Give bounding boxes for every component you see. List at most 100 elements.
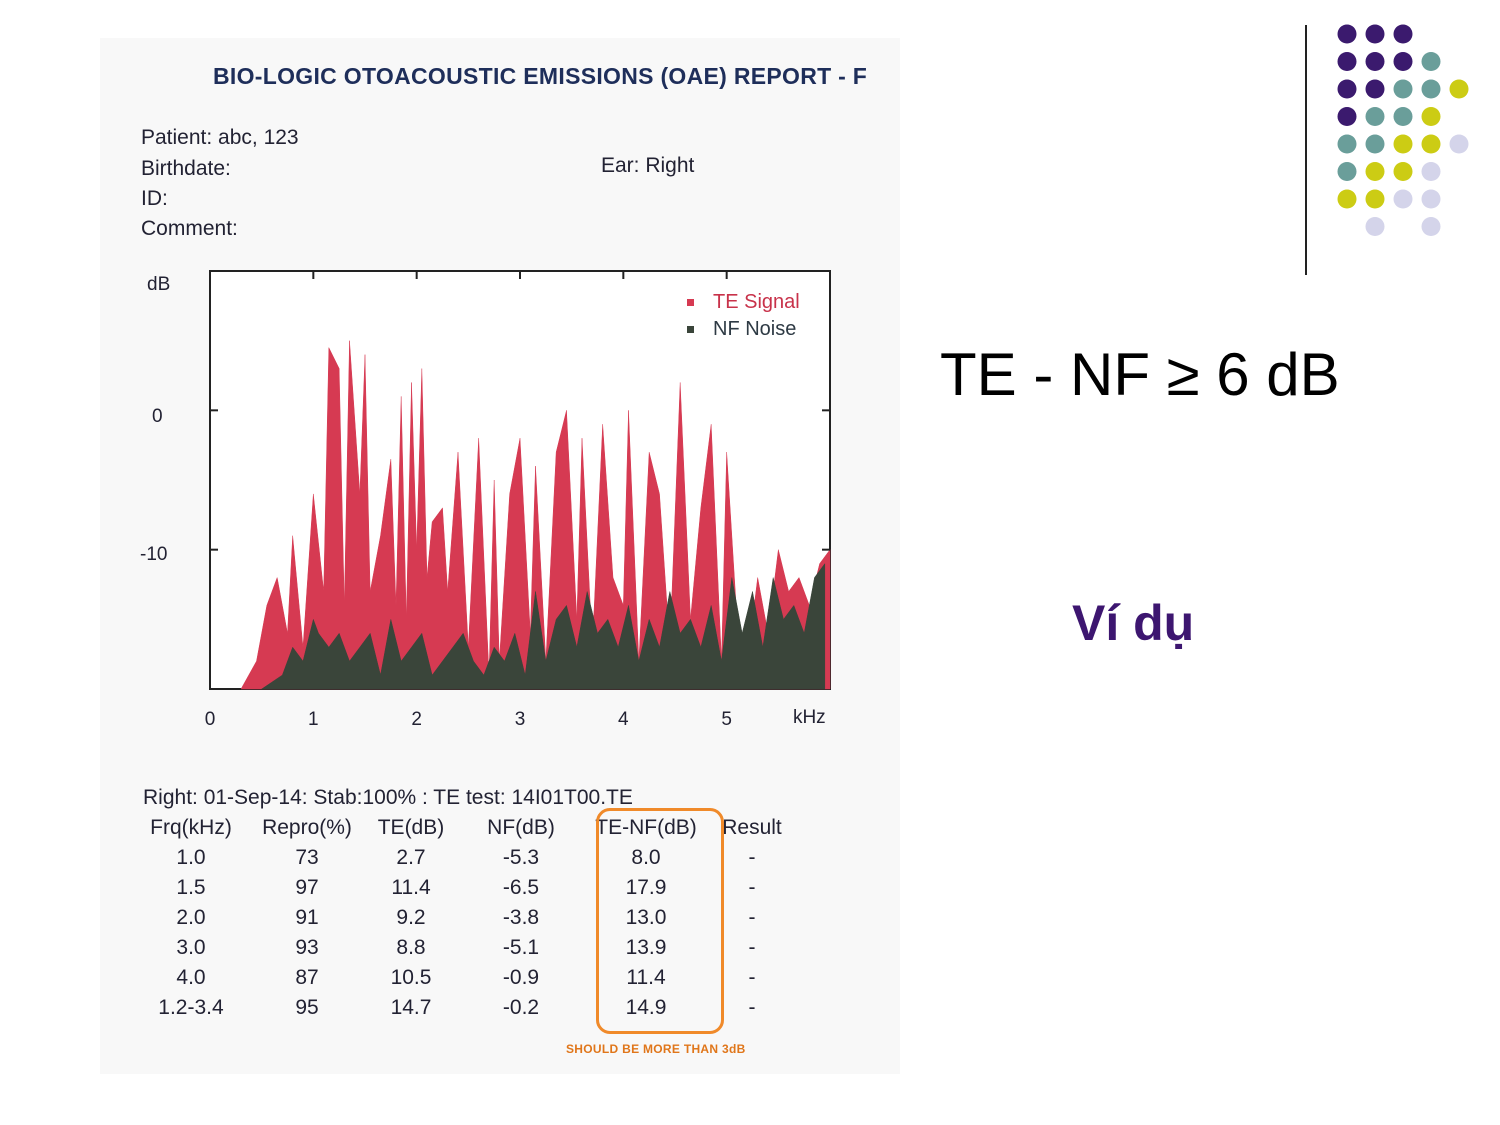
- grid-dot: [1393, 52, 1413, 71]
- grid-dot: [1393, 189, 1413, 209]
- x-axis-label: kHz: [793, 707, 826, 728]
- table-cell: 93: [295, 936, 319, 959]
- grid-dot: [1365, 52, 1385, 71]
- grid-dot: [1365, 162, 1385, 181]
- grid-dot: [1421, 162, 1441, 181]
- id-line: ID:: [141, 187, 168, 210]
- table-cell: 1.5: [176, 876, 206, 899]
- table-cell: 11.4: [626, 966, 666, 989]
- table-cell: 10.5: [390, 966, 432, 989]
- table-header-cell: TE(dB): [377, 816, 445, 839]
- grid-dot: [1365, 134, 1385, 154]
- oae-spectrum-chart: 0 1 2 3 4 5 kHz TE Signal NF Noise: [205, 270, 831, 730]
- grid-dot: [1393, 107, 1413, 126]
- table-cell: -: [748, 936, 756, 959]
- x-tick-label: 3: [515, 709, 526, 730]
- grid-dot: [1421, 52, 1441, 71]
- x-tick-label: 5: [721, 709, 732, 730]
- table-header-cell: NF(dB): [487, 816, 555, 839]
- divider-line: [1305, 25, 1307, 275]
- decorative-dot-grid: [1337, 24, 1469, 236]
- table-cell: -: [748, 966, 756, 989]
- ear-line: Ear: Right: [601, 154, 695, 177]
- table-cell: 9.2: [396, 906, 426, 929]
- table-cell: 8.8: [396, 936, 426, 959]
- table-cell: -3.8: [502, 906, 540, 929]
- table-cell: 4.0: [176, 966, 206, 989]
- table-cell: 8.0: [631, 846, 661, 869]
- grid-dot: [1421, 217, 1441, 236]
- grid-dot: [1393, 162, 1413, 181]
- grid-dot: [1337, 134, 1357, 154]
- table-cell: -: [748, 846, 756, 869]
- series-area-nf-noise: [260, 562, 826, 690]
- table-cell: -5.3: [502, 846, 540, 869]
- y-tick-minus10: -10: [140, 544, 168, 565]
- series-area-te-signal: [240, 340, 831, 690]
- grid-dot: [1365, 24, 1385, 44]
- grid-dot: [1421, 79, 1441, 99]
- grid-dot: [1337, 162, 1357, 181]
- table-header-cell: Frq(kHz): [150, 816, 232, 839]
- table-cell: -5.1: [502, 936, 540, 959]
- table-cell: 95: [295, 996, 319, 1019]
- grid-dot: [1449, 79, 1469, 99]
- table-cell: 1.0: [176, 846, 206, 869]
- table-cell: -: [748, 876, 756, 899]
- table-cell: 73: [295, 846, 319, 869]
- table-cell: 2.7: [396, 846, 426, 869]
- table-cell: -0.2: [502, 996, 540, 1019]
- legend-swatch: [687, 299, 694, 306]
- table-cell: 17.9: [625, 876, 667, 899]
- x-tick-label: 0: [205, 709, 216, 730]
- grid-dot: [1393, 79, 1413, 99]
- legend-swatch: [687, 326, 694, 333]
- table-cell: -6.5: [502, 876, 540, 899]
- table-cell: 11.4: [391, 876, 431, 899]
- grid-dot: [1393, 24, 1413, 44]
- grid-dot: [1421, 134, 1441, 154]
- table-cell: -: [748, 906, 756, 929]
- table-cell: 13.0: [625, 906, 667, 929]
- grid-dot: [1365, 79, 1385, 99]
- grid-dot: [1365, 189, 1385, 209]
- table-cell: 1.2-3.4: [158, 996, 224, 1019]
- table-cell: 14.7: [390, 996, 432, 1019]
- grid-dot: [1337, 107, 1357, 126]
- legend-label: TE Signal: [713, 291, 800, 313]
- grid-dot: [1449, 134, 1469, 154]
- table-cell: 14.9: [625, 996, 667, 1019]
- table-cell: -: [748, 996, 756, 1019]
- y-tick-0: 0: [152, 406, 163, 427]
- test-summary-line: Right: 01-Sep-14: Stab:100% : TE test: 1…: [143, 786, 633, 809]
- oae-report-scan: BIO-LOGIC OTOACOUSTIC EMISSIONS (OAE) RE…: [100, 38, 900, 1074]
- table-header-cell: Result: [722, 816, 782, 839]
- report-title: BIO-LOGIC OTOACOUSTIC EMISSIONS (OAE) RE…: [213, 63, 868, 89]
- grid-dot: [1337, 79, 1357, 99]
- table-cell: 3.0: [176, 936, 206, 959]
- x-tick-label: 1: [308, 709, 319, 730]
- table-cell: 87: [295, 966, 319, 989]
- formula-text: TE - NF ≥ 6 dB: [940, 341, 1340, 408]
- comment-line: Comment:: [141, 217, 238, 240]
- highlight-note: SHOULD BE MORE THAN 3dB: [566, 1042, 746, 1056]
- grid-dot: [1337, 52, 1357, 71]
- grid-dot: [1421, 107, 1441, 126]
- grid-dot: [1365, 107, 1385, 126]
- table-header-cell: TE-NF(dB): [595, 816, 697, 839]
- x-tick-label: 4: [618, 709, 629, 730]
- table-cell: -0.9: [502, 966, 540, 989]
- y-axis-label: dB: [147, 274, 171, 295]
- grid-dot: [1393, 134, 1413, 154]
- table-cell: 13.9: [625, 936, 667, 959]
- te-nf-highlight-box: [596, 808, 724, 1034]
- patient-line: Patient: abc, 123: [141, 126, 299, 149]
- table-header-cell: Repro(%): [262, 816, 352, 839]
- grid-dot: [1365, 217, 1385, 236]
- grid-dot: [1421, 189, 1441, 209]
- table-cell: 91: [295, 906, 319, 929]
- legend-label: NF Noise: [713, 318, 796, 340]
- grid-dot: [1337, 24, 1357, 44]
- example-label: Ví dụ: [1072, 595, 1195, 651]
- grid-dot: [1337, 189, 1357, 209]
